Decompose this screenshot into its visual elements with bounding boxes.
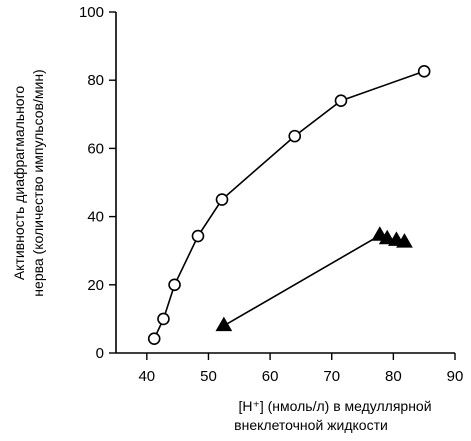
series-1-point-3	[168, 278, 181, 292]
y-tick-label-0: 0	[96, 345, 104, 362]
x-axis-label-line-1: [H⁺] (нмоль/л) в медуллярной	[238, 398, 431, 414]
series-2-point-5	[396, 233, 413, 248]
y-tick-label-80: 80	[87, 72, 104, 89]
series-1-point-8	[417, 65, 431, 78]
series-1-point-2	[157, 312, 170, 326]
series-markers	[147, 65, 431, 345]
series-1-point-4	[191, 229, 205, 243]
series-1-point-7	[334, 94, 348, 107]
tick-labels: 0 20 40 60 80 100 40 50 60 70 80 90	[79, 4, 463, 385]
y-axis-label-line-1: Активность диафрагмального	[11, 86, 27, 281]
x-tick-label-60: 60	[262, 368, 279, 385]
x-tick-label-80: 80	[385, 368, 402, 385]
y-axis-label-line-2: нерва (количество импульсов/мин)	[30, 69, 46, 296]
series-1-point-5	[215, 193, 229, 206]
axes	[115, 12, 455, 354]
x-axis-label-line-2: внеклеточной жидкости	[234, 417, 388, 433]
x-tick-label-40: 40	[138, 368, 155, 385]
series-1-point-1	[147, 332, 161, 345]
y-tick-label-100: 100	[79, 4, 104, 21]
y-tick-label-40: 40	[87, 209, 104, 226]
series-2-point-3	[378, 229, 396, 245]
y-tick-label-60: 60	[87, 140, 104, 157]
series-2-line	[223, 234, 405, 327]
series-1-point-6	[288, 129, 302, 143]
series-1-line	[153, 70, 425, 340]
series-lines	[153, 70, 425, 340]
series-2-point-1	[215, 316, 233, 332]
x-tick-label-70: 70	[323, 368, 340, 385]
x-tick-label-90: 90	[447, 368, 464, 385]
tick-marks	[109, 11, 456, 360]
y-tick-label-20: 20	[87, 277, 104, 294]
x-tick-label-50: 50	[200, 368, 217, 385]
